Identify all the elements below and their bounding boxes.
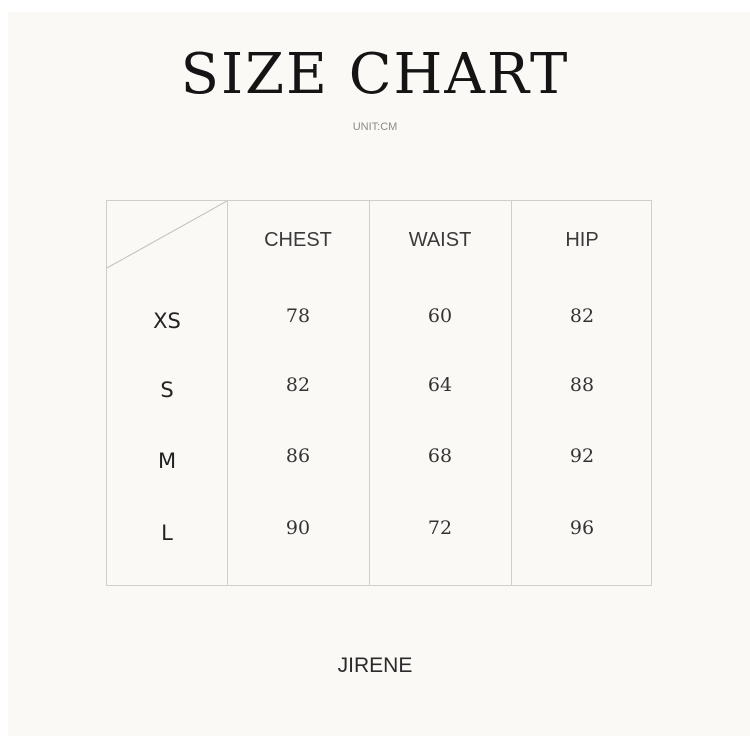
column-header-waist: WAIST <box>408 229 472 251</box>
table-cell: 96 <box>569 517 595 539</box>
table-cell: 82 <box>569 305 595 327</box>
column-header-chest: CHEST <box>264 229 332 251</box>
row-size-label: M <box>157 449 177 473</box>
column-divider <box>511 201 512 585</box>
table-cell: 68 <box>427 445 453 467</box>
row-size-label: S <box>160 378 174 402</box>
size-chart-card <box>8 12 750 736</box>
brand-name: JIRENE <box>337 654 413 677</box>
table-cell: 90 <box>285 517 311 539</box>
page-title: SIZE CHART <box>180 42 570 107</box>
row-size-label: XS <box>153 309 181 333</box>
column-divider <box>369 201 370 585</box>
size-table: CHEST WAIST HIP XS 78 60 82 S 82 64 88 M 86 68 92 L 9… <box>106 200 652 586</box>
diagonal-divider <box>107 201 228 269</box>
table-cell: 88 <box>569 374 595 396</box>
column-header-hip: HIP <box>565 229 599 251</box>
unit-label: UNIT:CM <box>352 121 398 133</box>
row-size-label: L <box>161 521 173 545</box>
table-cell: 82 <box>285 374 311 396</box>
table-cell: 78 <box>285 305 311 327</box>
table-cell: 72 <box>427 517 453 539</box>
table-cell: 64 <box>427 374 453 396</box>
table-cell: 92 <box>569 445 595 467</box>
table-cell: 60 <box>427 305 453 327</box>
table-cell: 86 <box>285 445 311 467</box>
column-divider <box>227 201 228 585</box>
